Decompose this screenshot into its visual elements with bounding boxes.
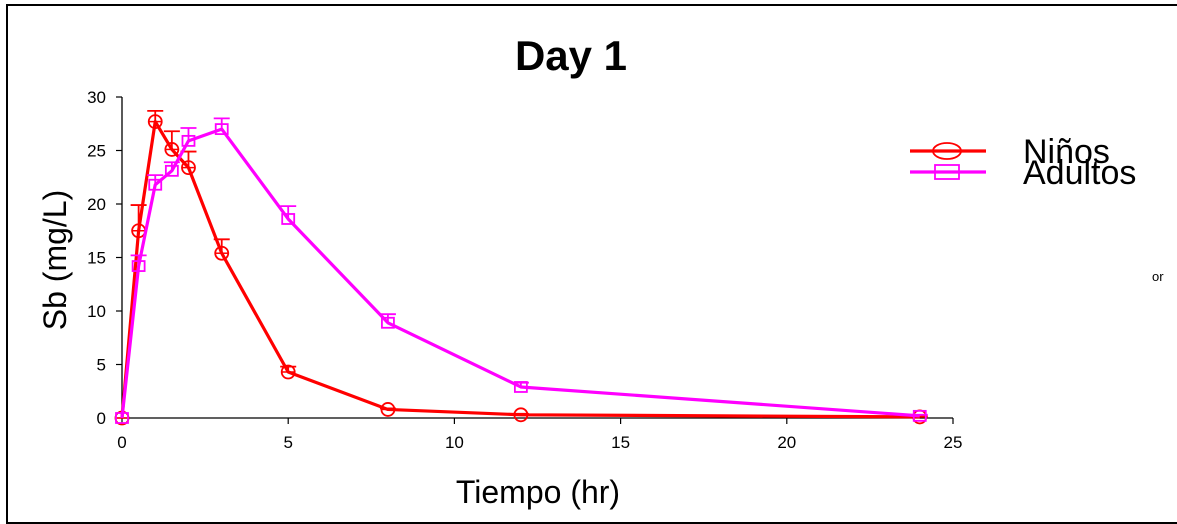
data-point [181,134,196,147]
series-line [120,120,920,419]
x-tick-label: 0 [117,433,126,452]
data-point [912,409,927,422]
data-point [281,213,296,225]
chart-frame [6,4,1177,524]
y-tick-label: 25 [87,142,106,161]
series-ninos [114,110,928,426]
y-tick-label: 10 [87,302,106,321]
legend-marker [932,142,962,160]
legend-marker [934,164,960,180]
series-line [120,127,920,419]
legend-label: Adultos [1023,154,1136,192]
series-adultos [115,117,928,424]
data-point [131,260,146,272]
data-point [381,316,395,329]
x-tick-label: 25 [944,433,963,452]
x-tick-label: 5 [283,433,292,452]
series-layer [114,110,928,426]
data-point [148,178,163,191]
x-axis-label: Tiempo (hr) [456,474,620,510]
data-point [164,164,179,177]
data-point [115,412,129,424]
axes: 0 5 10 15 20 25 0 5 10 15 20 25 30 [87,88,962,452]
y-tick-label: 15 [87,249,106,268]
data-point [214,123,229,135]
stray-text: or [1152,269,1164,284]
y-tick-label: 30 [87,88,106,107]
y-tick-label: 0 [97,409,106,428]
y-tick-label: 5 [97,356,106,375]
y-tick-label: 20 [87,195,106,214]
x-tick-label: 15 [611,433,630,452]
chart-title: Day 1 [515,32,627,79]
x-tick-label: 20 [777,433,796,452]
data-point [513,381,528,393]
y-axis-label: Sb (mg/L) [37,190,73,330]
x-tick-label: 10 [445,433,464,452]
legend-label: Niños [1023,133,1110,171]
